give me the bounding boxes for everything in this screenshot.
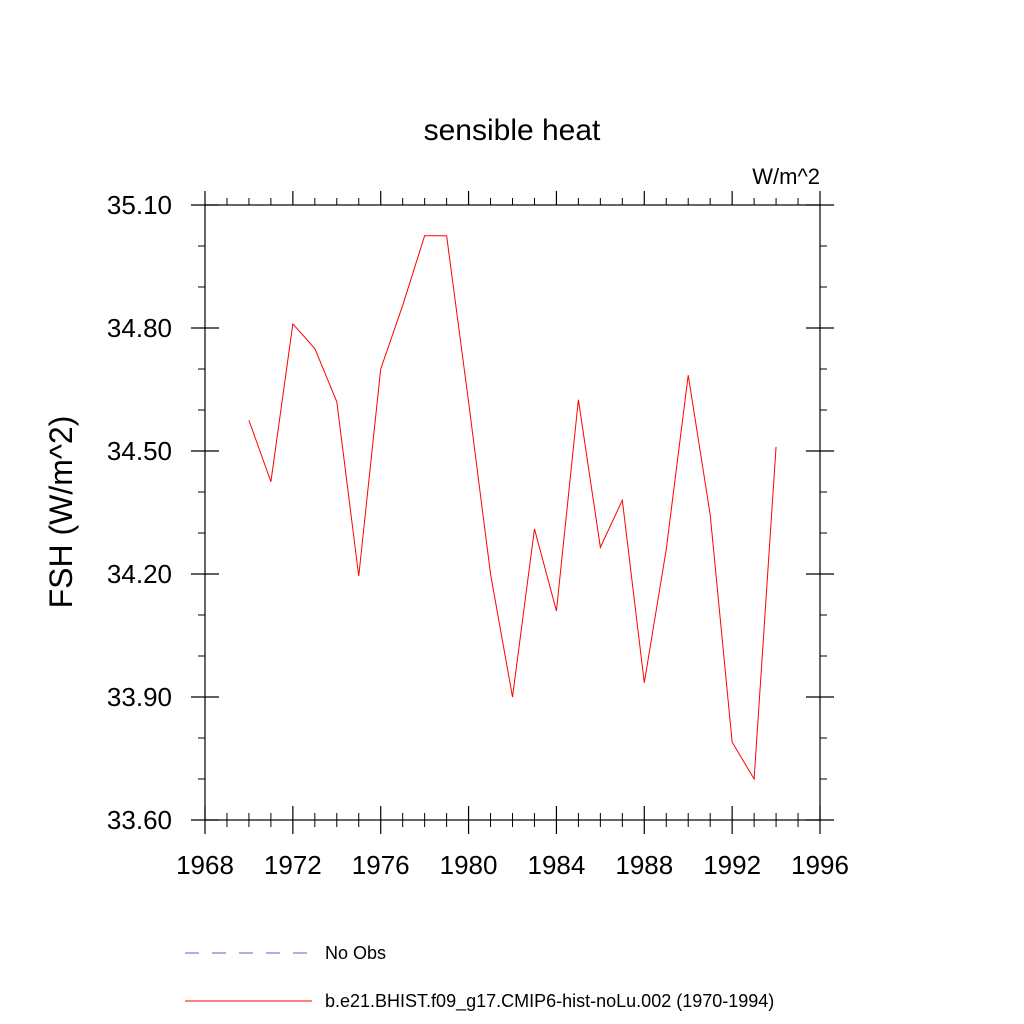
x-axis-ticks: 1968 1972 1976 1980 1984 1988 1992 1996 xyxy=(176,191,849,880)
y-tick-label: 34.80 xyxy=(107,313,172,343)
y-tick-label: 35.10 xyxy=(107,190,172,220)
x-tick-label: 1976 xyxy=(352,850,410,880)
y-axis-ticks: 33.60 33.90 34.20 34.50 34.80 35.10 xyxy=(107,190,834,835)
x-tick-label: 1984 xyxy=(528,850,586,880)
y-tick-label: 33.90 xyxy=(107,682,172,712)
x-tick-label: 1988 xyxy=(615,850,673,880)
y-axis-label: FSH (W/m^2) xyxy=(43,416,79,609)
y-tick-label: 34.20 xyxy=(107,559,172,589)
plot-area xyxy=(204,204,821,821)
chart-title: sensible heat xyxy=(424,114,601,147)
x-tick-label: 1972 xyxy=(264,850,322,880)
series-line-0 xyxy=(248,235,777,781)
x-tick-label: 1992 xyxy=(703,850,761,880)
series-layer xyxy=(248,235,777,781)
plot-frame xyxy=(204,204,821,821)
y-tick-label: 34.50 xyxy=(107,436,172,466)
units-label: W/m^2 xyxy=(752,164,820,189)
legend-label-no-obs: No Obs xyxy=(325,943,386,963)
y-tick-label: 33.60 xyxy=(107,805,172,835)
legend-item-no-obs: No Obs xyxy=(185,943,386,963)
legend: No Obs b.e21.BHIST.f09_g17.CMIP6-hist-no… xyxy=(185,943,774,1012)
x-tick-label: 1980 xyxy=(440,850,498,880)
x-tick-label: 1968 xyxy=(176,850,234,880)
legend-label-model: b.e21.BHIST.f09_g17.CMIP6-hist-noLu.002 … xyxy=(325,991,774,1012)
legend-item-model: b.e21.BHIST.f09_g17.CMIP6-hist-noLu.002 … xyxy=(185,991,774,1012)
x-tick-label: 1996 xyxy=(791,850,849,880)
